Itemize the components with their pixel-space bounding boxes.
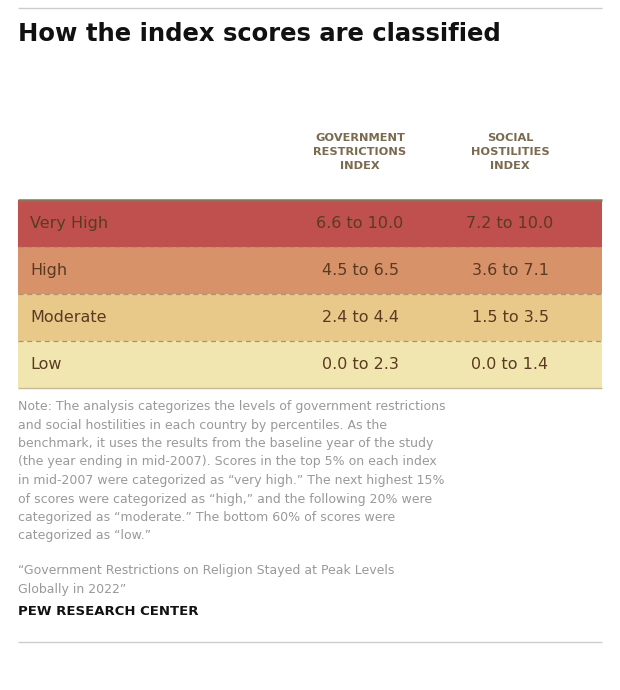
Text: “Government Restrictions on Religion Stayed at Peak Levels
Globally in 2022”: “Government Restrictions on Religion Sta… [18, 564, 394, 595]
Bar [18, 341, 602, 388]
Text: 1.5 to 3.5: 1.5 to 3.5 [471, 310, 549, 325]
Text: 3.6 to 7.1: 3.6 to 7.1 [471, 263, 549, 278]
Text: Very High: Very High [30, 216, 108, 231]
Bar [18, 247, 602, 294]
Text: How the index scores are classified: How the index scores are classified [18, 22, 501, 46]
Text: 4.5 to 6.5: 4.5 to 6.5 [322, 263, 399, 278]
Text: High: High [30, 263, 67, 278]
Bar [18, 200, 602, 247]
Text: 0.0 to 2.3: 0.0 to 2.3 [322, 357, 399, 372]
Text: Moderate: Moderate [30, 310, 107, 325]
Text: PEW RESEARCH CENTER: PEW RESEARCH CENTER [18, 605, 198, 618]
Bar [18, 294, 602, 341]
Text: 0.0 to 1.4: 0.0 to 1.4 [471, 357, 549, 372]
Text: 6.6 to 10.0: 6.6 to 10.0 [316, 216, 404, 231]
Text: SOCIAL
HOSTILITIES
INDEX: SOCIAL HOSTILITIES INDEX [471, 133, 549, 170]
Text: GOVERNMENT
RESTRICTIONS
INDEX: GOVERNMENT RESTRICTIONS INDEX [314, 133, 407, 170]
Text: 7.2 to 10.0: 7.2 to 10.0 [466, 216, 554, 231]
Text: Note: The analysis categorizes the levels of government restrictions
and social : Note: The analysis categorizes the level… [18, 400, 446, 542]
Text: 2.4 to 4.4: 2.4 to 4.4 [322, 310, 399, 325]
Text: Low: Low [30, 357, 61, 372]
